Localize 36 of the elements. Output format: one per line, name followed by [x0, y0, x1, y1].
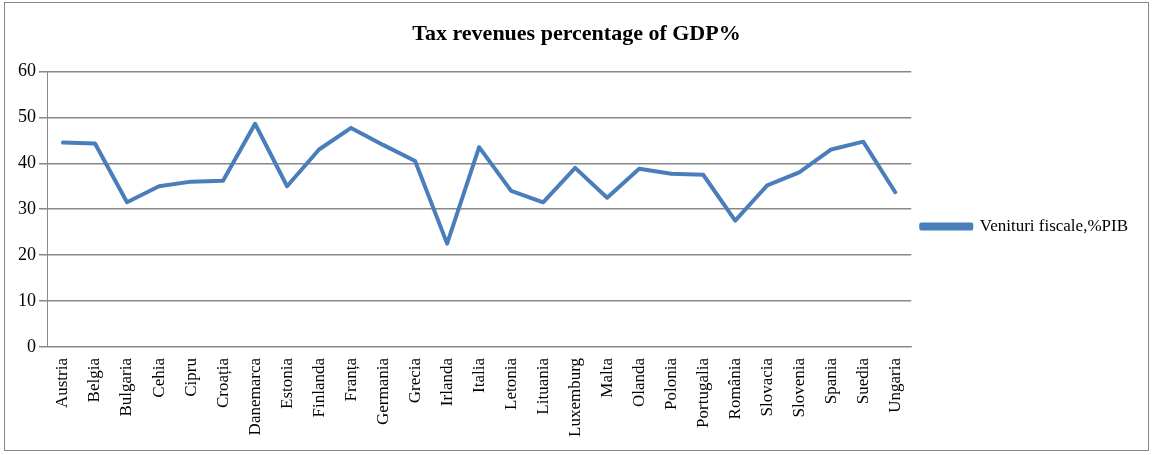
x-tick-label: Croația: [212, 357, 232, 409]
x-tick-label: Germania: [372, 357, 392, 426]
x-tick-label: Slovacia: [756, 357, 776, 417]
legend-label: Venituri fiscale,%PIB: [979, 215, 1129, 235]
x-tick-label: Letonia: [500, 357, 520, 410]
x-tick-label: Portugalia: [692, 357, 712, 428]
x-tick-label: Belgia: [84, 357, 104, 403]
y-tick-label: 30: [18, 197, 36, 218]
x-tick-label: Danemarca: [244, 357, 264, 436]
y-tick-label: 50: [18, 106, 36, 127]
x-tick-label: Luxemburg: [564, 357, 584, 438]
x-tick-label: Italia: [468, 357, 488, 393]
y-tick-label: 20: [18, 243, 36, 264]
x-tick-label: Estonia: [276, 357, 296, 409]
x-tick-label: Grecia: [404, 357, 424, 404]
x-tick-label: Ungaria: [884, 357, 904, 413]
x-tick-label: Bulgaria: [116, 357, 136, 417]
y-tick-label: 60: [18, 60, 36, 81]
x-tick-label: Slovenia: [788, 357, 808, 418]
x-tick-label: Finlanda: [308, 357, 328, 418]
x-tick-label: Austria: [52, 357, 72, 409]
x-tick-label: Lituania: [532, 357, 552, 415]
x-tick-label: România: [724, 357, 744, 420]
chart-title: Tax revenues percentage of GDP%: [412, 19, 741, 45]
x-tick-label: Spania: [820, 357, 840, 405]
y-tick-label: 0: [27, 335, 36, 356]
y-tick-label: 10: [18, 289, 36, 310]
x-tick-label: Franța: [340, 357, 360, 402]
x-tick-label: Cipru: [180, 357, 200, 397]
x-tick-label: Irlanda: [436, 357, 456, 407]
x-tick-label: Polonia: [660, 357, 680, 410]
x-tick-label: Suedia: [852, 357, 872, 405]
x-tick-label: Olanda: [628, 357, 648, 408]
y-tick-label: 40: [18, 152, 36, 172]
x-tick-label: Malta: [596, 357, 616, 398]
x-tick-label: Cehia: [148, 357, 168, 398]
